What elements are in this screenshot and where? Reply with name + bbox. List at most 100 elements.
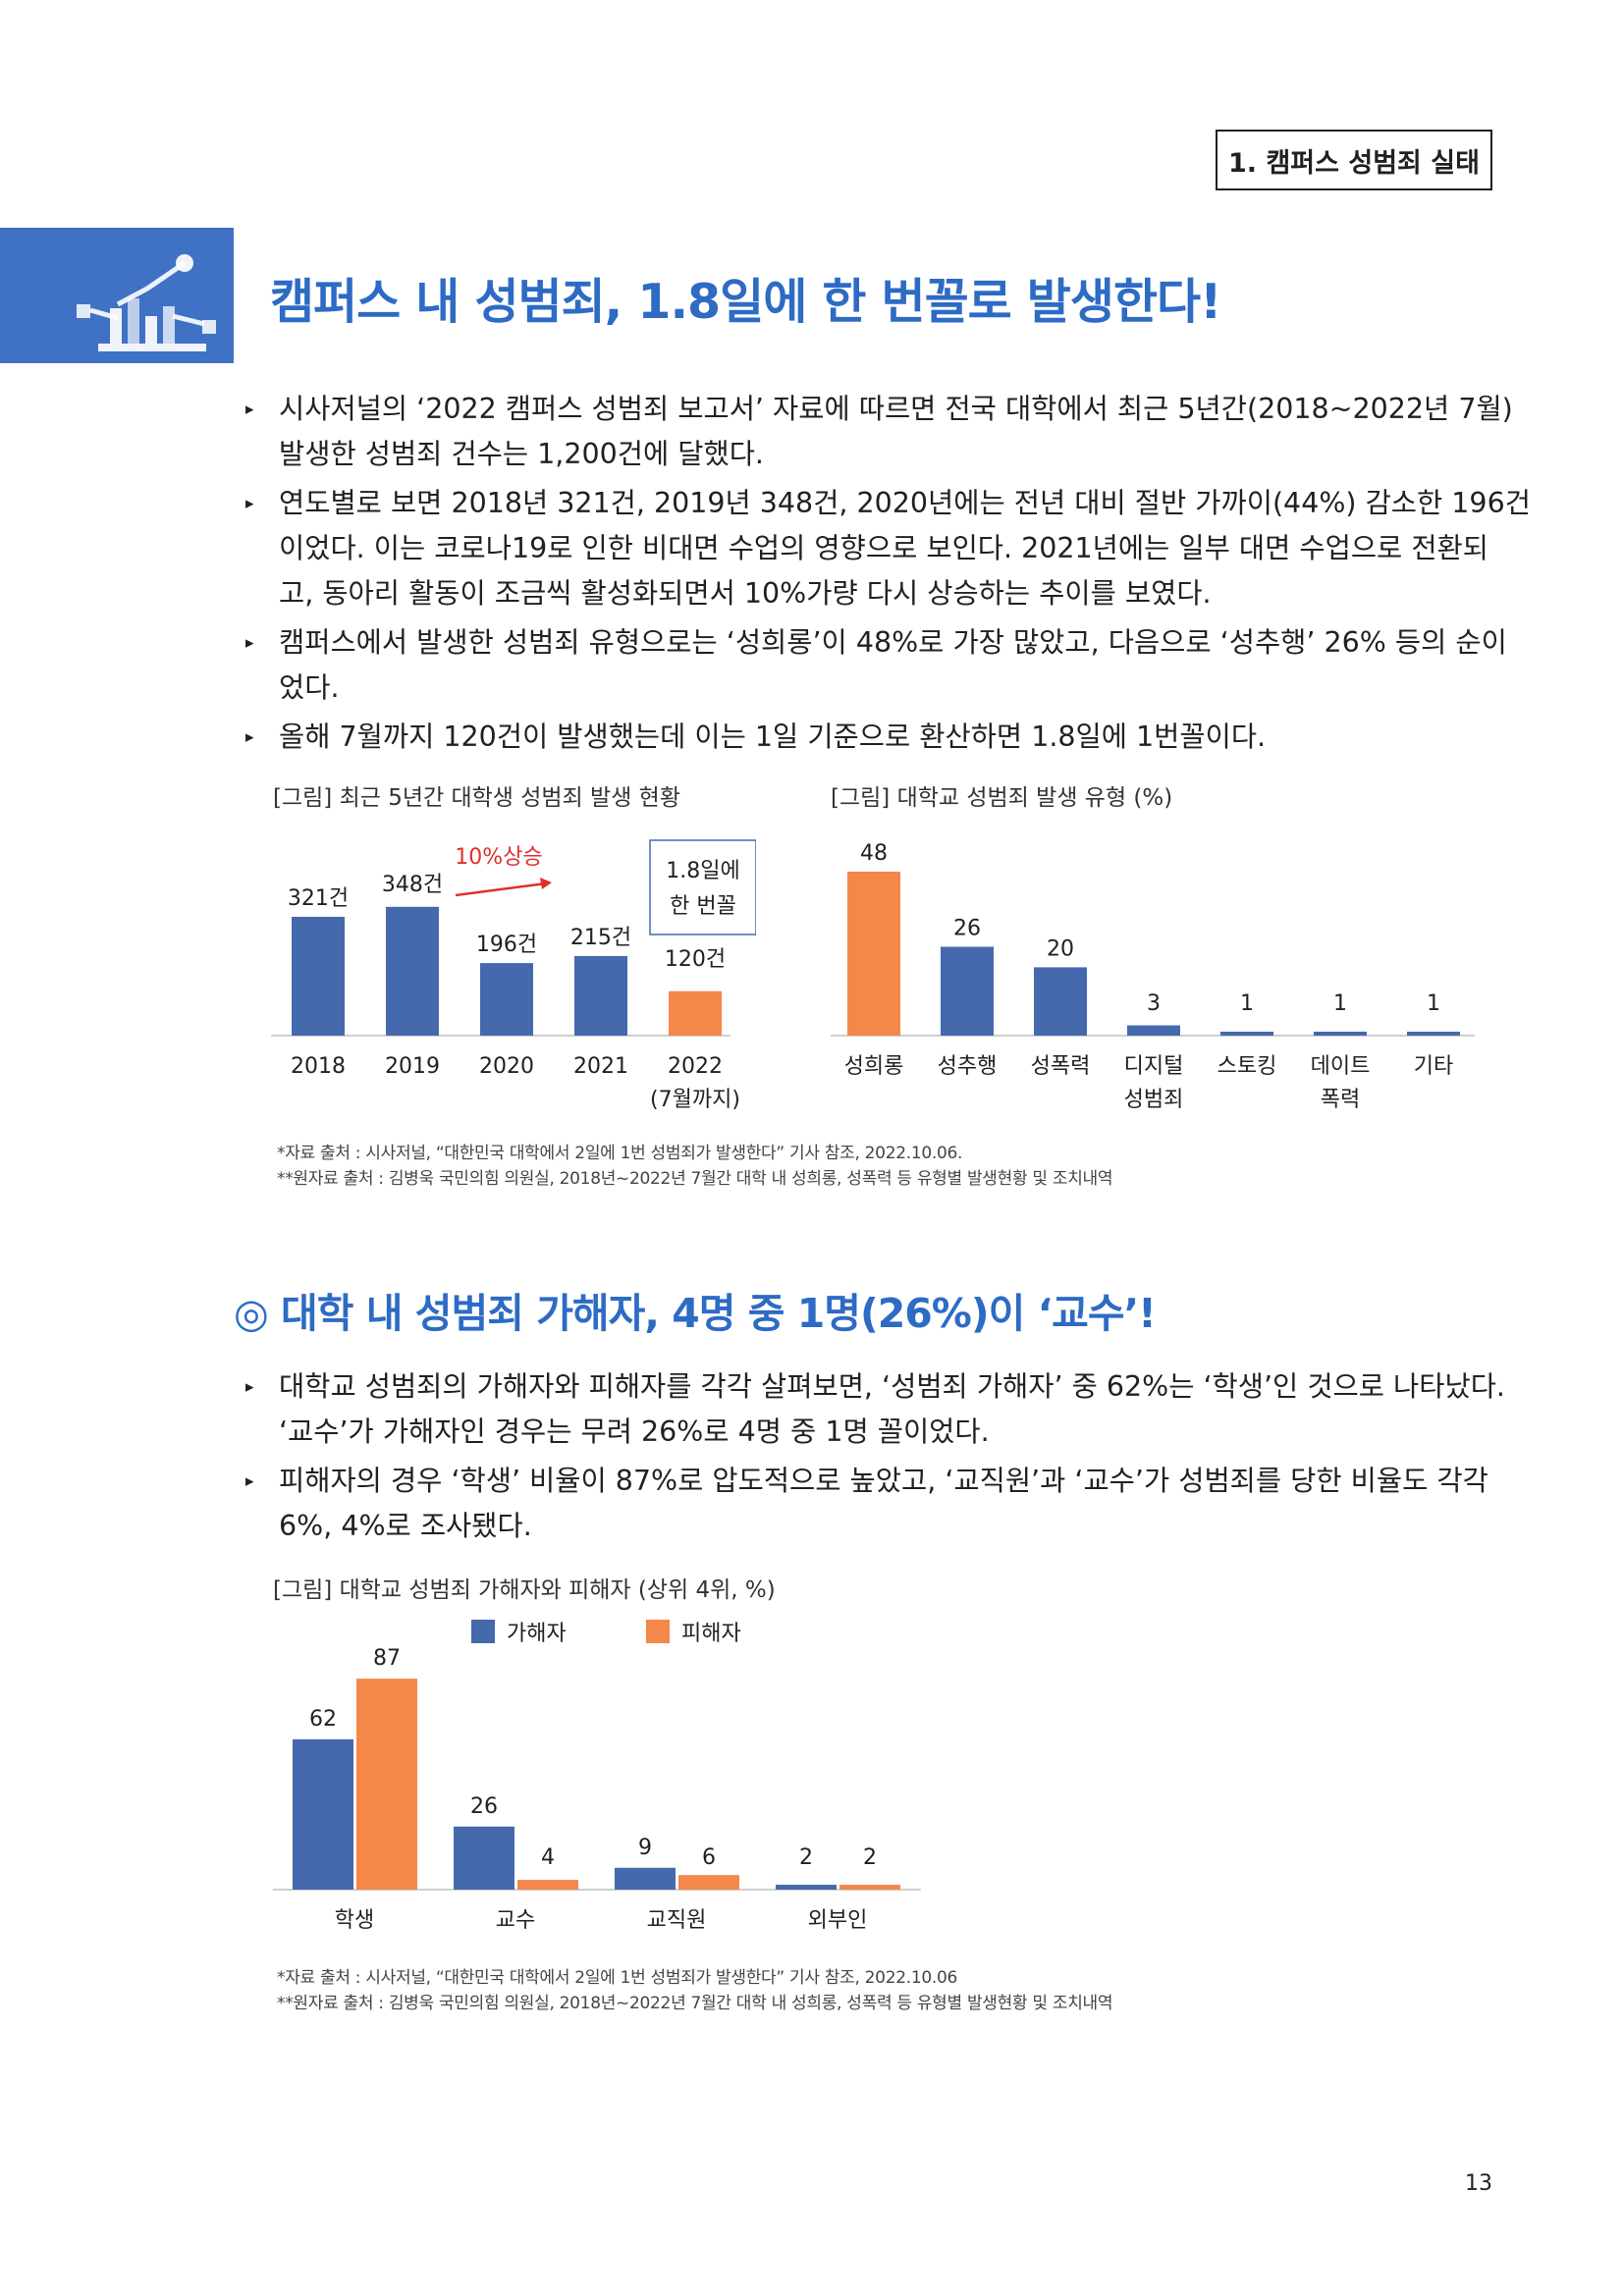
chart-offender-victim: 가해자 피해자 62 87 학생 26 4 교수 9 6 교직원 2 2 외부인 (273, 1620, 921, 1933)
bullet-marker-icon: ▸ (245, 400, 254, 419)
source-note-2: **원자료 출처 : 김병욱 국민의힘 의원실, 2018년~2022년 7월간… (277, 1169, 1113, 1189)
x-tick-label: 2020 (479, 1054, 534, 1079)
bullet-marker-icon: ▸ (245, 727, 254, 747)
x-tick-label: 2021 (573, 1054, 628, 1079)
x-tick-sublabel: 폭력 (1321, 1088, 1360, 1112)
callout-text: 1.8일에 (666, 859, 739, 883)
bullet1-line: 발생한 성범죄 건수는 1,200건에 달했다. (279, 432, 764, 477)
bullet2-line: ▸ 피해자의 경우 ‘학생’ 비율이 87%로 압도적으로 높았고, ‘교직원’과… (245, 1459, 1488, 1504)
x-tick-sublabel: (7월까지) (650, 1088, 740, 1112)
bar-피해자-교수 (517, 1880, 578, 1890)
page-heading: 캠퍼스 내 성범죄, 1.8일에 한 번꼴로 발생한다! (270, 274, 1221, 330)
x-tick-label: 스토킹 (1217, 1054, 1277, 1079)
x-tick-label: 성희롱 (844, 1054, 904, 1079)
bar-데이트 (1314, 1032, 1367, 1036)
data-label: 348건 (382, 873, 443, 897)
section-tag: 1. 캠퍼스 성범죄 실태 (1216, 130, 1492, 190)
chart-people-icon (77, 254, 216, 351)
bullet-marker-icon: ▸ (245, 1377, 254, 1397)
data-label: 1 (1427, 991, 1440, 1016)
data-label: 6 (702, 1845, 716, 1870)
data-label: 2 (863, 1845, 877, 1870)
bar-디지털 (1127, 1025, 1180, 1036)
data-label: 196건 (476, 933, 537, 957)
bullet2-text: 대학교 성범죄의 가해자와 피해자를 각각 살펴보면, ‘성범죄 가해자’ 중 … (279, 1370, 1505, 1403)
figure-caption-offender-victim: [그림] 대학교 성범죄 가해자와 피해자 (상위 4위, %) (273, 1577, 776, 1603)
x-tick-sublabel: 성범죄 (1124, 1088, 1184, 1112)
data-label: 26 (470, 1794, 498, 1819)
bullet1-line: 고, 동아리 활동이 조금씩 활성화되면서 10%가량 다시 상승하는 추이를 … (279, 571, 1212, 616)
bullet1-text: 시사저널의 ‘2022 캠퍼스 성범죄 보고서’ 자료에 따르면 전국 대학에서… (279, 393, 1513, 425)
source-note-1: *자료 출처 : 시사저널, “대한민국 대학에서 2일에 1번 성범죄가 발생… (277, 1144, 963, 1163)
arrow-head-icon (540, 878, 552, 889)
bullet1-text: 캠퍼스에서 발생한 성범죄 유형으로는 ‘성희롱’이 48%로 가장 많았고, … (279, 626, 1507, 659)
x-tick-label: 학생 (335, 1908, 374, 1933)
x-tick-label: 교수 (496, 1908, 535, 1933)
bullet1-line: 이었다. 이는 코로나19로 인한 비대면 수업의 영향으로 보인다. 2021… (279, 526, 1488, 571)
bullet1-line: ▸ 올해 7월까지 120건이 발생했는데 이는 1일 기준으로 환산하면 1.8… (245, 715, 1267, 760)
heading-banner (0, 228, 234, 363)
data-label: 9 (638, 1836, 652, 1860)
data-label: 62 (309, 1707, 337, 1732)
legend-label: 피해자 (681, 1622, 741, 1646)
x-tick-label: 2022 (668, 1054, 723, 1079)
data-label: 215건 (570, 926, 631, 950)
x-tick-label: 교직원 (647, 1908, 707, 1933)
bullet1-text: 고, 동아리 활동이 조금씩 활성화되면서 10%가량 다시 상승하는 추이를 … (279, 577, 1212, 610)
bullet1-text: 연도별로 보면 2018년 321건, 2019년 348건, 2020년에는 … (279, 487, 1531, 519)
bar-피해자-교직원 (678, 1875, 739, 1890)
data-label: 2 (799, 1845, 813, 1870)
growth-arrow (455, 881, 547, 897)
x-tick-label: 2018 (291, 1054, 346, 1079)
data-label: 87 (373, 1646, 401, 1671)
bullet2-line: 6%, 4%로 조사됐다. (279, 1504, 532, 1549)
source-note-3: *자료 출처 : 시사저널, “대한민국 대학에서 2일에 1번 성범죄가 발생… (277, 1968, 958, 1988)
bar-성폭력 (1034, 967, 1087, 1036)
bar-기타 (1407, 1032, 1460, 1036)
bullet-marker-icon: ▸ (245, 494, 254, 513)
bullet1-text: 었다. (279, 671, 340, 704)
bullet2-text: ‘교수’가 가해자인 경우는 무려 26%로 4명 중 1명 꼴이었다. (279, 1415, 990, 1448)
x-tick-label: 디지털 (1124, 1054, 1184, 1079)
x-tick-label: 성추행 (938, 1054, 998, 1079)
source-note-4: **원자료 출처 : 김병욱 국민의힘 의원실, 2018년~2022년 7월간… (277, 1994, 1113, 2013)
bar-성희롱 (847, 871, 900, 1036)
x-tick-label: 2019 (385, 1054, 440, 1079)
data-label: 1 (1240, 991, 1254, 1016)
callout-text: 한 번꼴 (670, 894, 736, 919)
data-label: 321건 (288, 886, 349, 911)
data-label: 48 (860, 841, 888, 866)
data-label: 26 (953, 917, 981, 941)
bar-가해자-외부인 (776, 1885, 837, 1890)
bar-2020 (480, 963, 533, 1036)
bullet2-line: ▸ 대학교 성범죄의 가해자와 피해자를 각각 살펴보면, ‘성범죄 가해자’ 중… (245, 1364, 1505, 1410)
bar-2021 (574, 955, 627, 1036)
bullet1-text: 발생한 성범죄 건수는 1,200건에 달했다. (279, 438, 764, 470)
bar-2022 (669, 990, 722, 1036)
x-tick-label: 성폭력 (1031, 1054, 1091, 1079)
bullet-marker-icon: ▸ (245, 633, 254, 653)
x-tick-label: 외부인 (808, 1908, 868, 1933)
bullet2-text: 6%, 4%로 조사됐다. (279, 1510, 532, 1542)
growth-annotation: 10%상승 (455, 845, 542, 870)
bar-2019 (386, 906, 439, 1036)
figure-caption-yearly: [그림] 최근 5년간 대학생 성범죄 발생 현황 (273, 785, 681, 811)
data-label: 3 (1147, 991, 1161, 1016)
data-label: 1 (1333, 991, 1347, 1016)
page-number: 13 (1465, 2171, 1492, 2196)
bullet1-text: 이었다. 이는 코로나19로 인한 비대면 수업의 영향으로 보인다. 2021… (279, 532, 1488, 564)
bar-가해자-교수 (454, 1826, 514, 1890)
bar-피해자-학생 (356, 1679, 417, 1890)
bullet-marker-icon: ▸ (245, 1471, 254, 1491)
bullet1-text: 올해 7월까지 120건이 발생했는데 이는 1일 기준으로 환산하면 1.8일… (279, 721, 1267, 753)
bullet2-text: 피해자의 경우 ‘학생’ 비율이 87%로 압도적으로 높았고, ‘교직원’과 … (279, 1465, 1488, 1497)
bullet1-line: ▸ 캠퍼스에서 발생한 성범죄 유형으로는 ‘성희롱’이 48%로 가장 많았고,… (245, 620, 1507, 666)
data-label: 4 (541, 1845, 555, 1870)
bullet1-line: 었다. (279, 666, 340, 711)
data-label: 20 (1047, 936, 1074, 961)
bar-성추행 (941, 946, 994, 1036)
chart-yearly-incidents: 321건 2018 348건 2019 196건 2020 215건 2021 120건 2022… (271, 839, 756, 1112)
bar-스토킹 (1220, 1032, 1273, 1036)
sub-heading: ◎ 대학 내 성범죄 가해자, 4명 중 1명(26%)이 ‘교수’! (234, 1290, 1157, 1337)
